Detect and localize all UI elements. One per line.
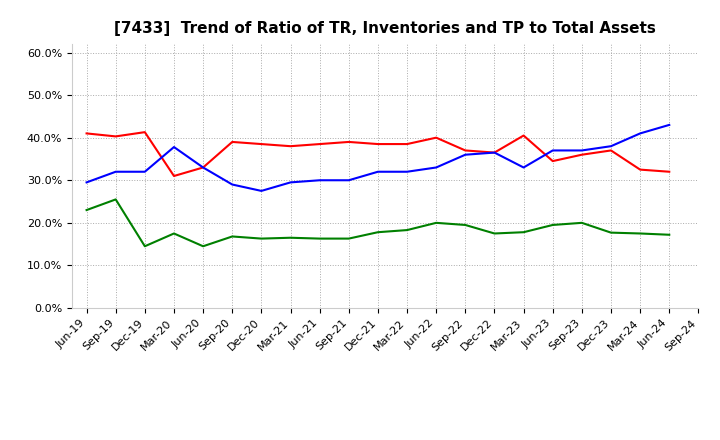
Inventories: [315, 178, 324, 183]
Trade Payables: [112, 197, 120, 202]
Trade Payables: [549, 222, 557, 227]
Inventories: [461, 152, 469, 158]
Trade Payables: [82, 207, 91, 213]
Line: Trade Receivables: Trade Receivables: [86, 132, 670, 176]
Trade Receivables: [315, 141, 324, 147]
Inventories: [432, 165, 441, 170]
Line: Trade Payables: Trade Payables: [86, 199, 670, 246]
Trade Payables: [665, 232, 674, 238]
Inventories: [228, 182, 237, 187]
Inventories: [374, 169, 382, 174]
Trade Payables: [344, 236, 353, 241]
Trade Receivables: [82, 131, 91, 136]
Trade Payables: [607, 230, 616, 235]
Trade Payables: [228, 234, 237, 239]
Trade Payables: [577, 220, 586, 225]
Trade Receivables: [286, 143, 294, 149]
Inventories: [170, 144, 179, 150]
Trade Receivables: [519, 133, 528, 138]
Trade Payables: [519, 230, 528, 235]
Inventories: [344, 178, 353, 183]
Inventories: [490, 150, 499, 155]
Trade Payables: [490, 231, 499, 236]
Trade Receivables: [607, 148, 616, 153]
Title: [7433]  Trend of Ratio of TR, Inventories and TP to Total Assets: [7433] Trend of Ratio of TR, Inventories…: [114, 21, 656, 36]
Inventories: [82, 180, 91, 185]
Trade Receivables: [490, 150, 499, 155]
Inventories: [519, 165, 528, 170]
Trade Payables: [170, 231, 179, 236]
Trade Receivables: [170, 173, 179, 179]
Trade Receivables: [140, 129, 149, 135]
Inventories: [199, 165, 207, 170]
Inventories: [607, 143, 616, 149]
Inventories: [636, 131, 644, 136]
Line: Inventories: Inventories: [86, 125, 670, 191]
Trade Receivables: [432, 135, 441, 140]
Inventories: [549, 148, 557, 153]
Inventories: [286, 180, 294, 185]
Trade Payables: [199, 244, 207, 249]
Trade Receivables: [636, 167, 644, 172]
Trade Payables: [286, 235, 294, 240]
Inventories: [665, 122, 674, 128]
Trade Receivables: [577, 152, 586, 158]
Inventories: [140, 169, 149, 174]
Trade Receivables: [257, 141, 266, 147]
Trade Receivables: [402, 141, 411, 147]
Trade Receivables: [461, 148, 469, 153]
Trade Receivables: [228, 139, 237, 145]
Trade Receivables: [112, 134, 120, 139]
Trade Receivables: [344, 139, 353, 145]
Trade Payables: [257, 236, 266, 241]
Trade Payables: [636, 231, 644, 236]
Trade Receivables: [665, 169, 674, 174]
Trade Payables: [432, 220, 441, 225]
Trade Receivables: [374, 141, 382, 147]
Inventories: [112, 169, 120, 174]
Trade Payables: [140, 244, 149, 249]
Trade Receivables: [549, 158, 557, 164]
Inventories: [402, 169, 411, 174]
Trade Payables: [461, 222, 469, 227]
Trade Payables: [315, 236, 324, 241]
Inventories: [577, 148, 586, 153]
Trade Payables: [402, 227, 411, 233]
Trade Receivables: [199, 165, 207, 170]
Inventories: [257, 188, 266, 194]
Trade Payables: [374, 230, 382, 235]
